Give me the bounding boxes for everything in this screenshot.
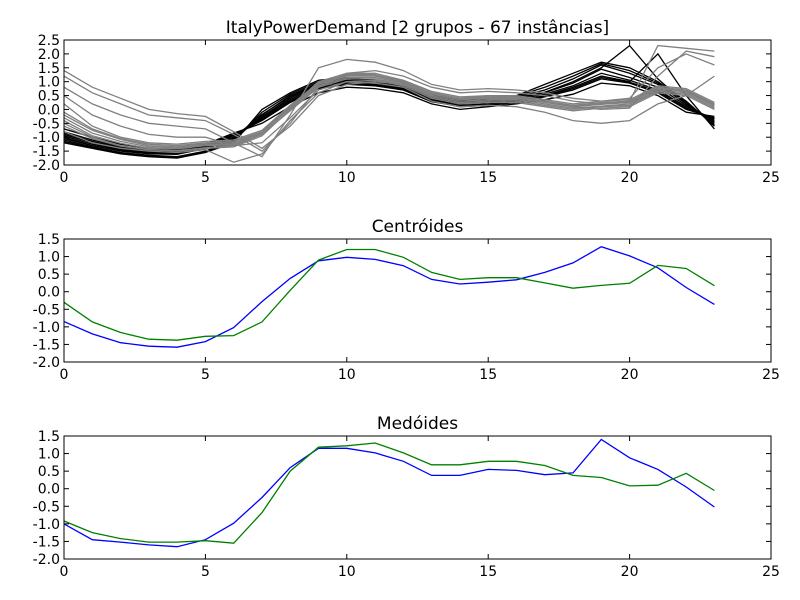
series-line-21: [64, 74, 715, 148]
y-tick-label: 0.0: [38, 482, 60, 498]
y-tick-label: -0.5: [33, 116, 60, 132]
x-tick-label: 25: [762, 564, 780, 580]
y-tick-label: 1.5: [38, 429, 60, 445]
y-tick-label: -2.0: [33, 552, 60, 568]
x-tick-label: 15: [479, 170, 497, 186]
y-tick-label: -2.0: [33, 158, 60, 174]
y-tick-label: 0.0: [38, 285, 60, 301]
series-line-20: [64, 50, 715, 150]
series-line-1: [64, 248, 715, 341]
y-tick-label: -1.5: [33, 144, 60, 160]
y-tick-label: -1.5: [33, 534, 60, 550]
top-chart: 0 5 10 15 20 25-2.0-1.5-1.0-0.50.00.51.01.52.…: [33, 18, 780, 186]
y-tick-label: -0.5: [33, 499, 60, 515]
y-tick-label: -1.0: [33, 320, 60, 336]
medoids-chart: 0 5 10 15 20 25 -2.0 -1.5-1.0 -0.50.0 0.51.0 1.5 Me…: [33, 414, 780, 580]
series-group: [64, 438, 715, 548]
axes-frame: [63, 39, 772, 166]
x-tick-label: 5: [201, 564, 210, 580]
x-tick-label: 20: [621, 170, 639, 186]
series-line-0: [64, 438, 715, 548]
y-tick-label: 1.0: [38, 447, 60, 463]
y-tick-label: 1.5: [38, 232, 60, 248]
y-tick-label: 0.5: [38, 464, 60, 480]
y-tick-label: -2.0: [33, 355, 60, 371]
y-tick-label: 0.5: [38, 267, 60, 283]
y-tick-label: -0.5: [33, 302, 60, 318]
chart-title: Medóides: [377, 414, 458, 434]
x-tick-label: 5: [201, 367, 210, 383]
x-tick-label: 0: [60, 367, 69, 383]
axes-frame: [63, 435, 772, 560]
series-line-4: [64, 82, 715, 151]
x-tick-label: 25: [762, 367, 780, 383]
series-line-0: [64, 245, 715, 348]
y-tick-label: 0.5: [38, 89, 60, 105]
series-group: [64, 44, 715, 163]
y-tick-label: 0.0: [38, 102, 60, 118]
y-tick-label: 2.0: [38, 47, 60, 63]
y-tick-label: 1.0: [38, 75, 60, 91]
chart-title: Centróides: [372, 217, 464, 237]
series-line-17: [64, 78, 715, 152]
x-tick-label: 0: [60, 564, 69, 580]
y-tick-label: 1.0: [38, 250, 60, 266]
centroids-chart: 0 5 10 15 20 25 -2.0 -1.5-1.0 -0.50.0 0.51.0 1.5 Ce…: [33, 217, 780, 383]
x-tick-label: 15: [479, 367, 497, 383]
x-tick-label: 10: [338, 564, 356, 580]
x-tick-label: 20: [621, 564, 639, 580]
y-tick-label: -1.0: [33, 130, 60, 146]
series-line-16: [64, 72, 715, 147]
axes-frame: [63, 238, 772, 363]
y-tick-label: 1.5: [38, 61, 60, 77]
x-tick-label: 25: [762, 170, 780, 186]
series-line-1: [64, 442, 715, 544]
y-tick-label: -1.5: [33, 337, 60, 353]
x-tick-label: 15: [479, 564, 497, 580]
series-line-18: [64, 75, 715, 147]
x-tick-label: 10: [338, 170, 356, 186]
x-tick-label: 5: [201, 170, 210, 186]
x-tick-label: 0: [60, 170, 69, 186]
y-tick-label: 2.5: [38, 33, 60, 49]
y-tick-label: -1.0: [33, 517, 60, 533]
x-tick-label: 10: [338, 367, 356, 383]
series-group: [64, 245, 715, 348]
x-tick-label: 20: [621, 367, 639, 383]
chart-title: ItalyPowerDemand [2 grupos - 67 instânci…: [226, 18, 609, 38]
